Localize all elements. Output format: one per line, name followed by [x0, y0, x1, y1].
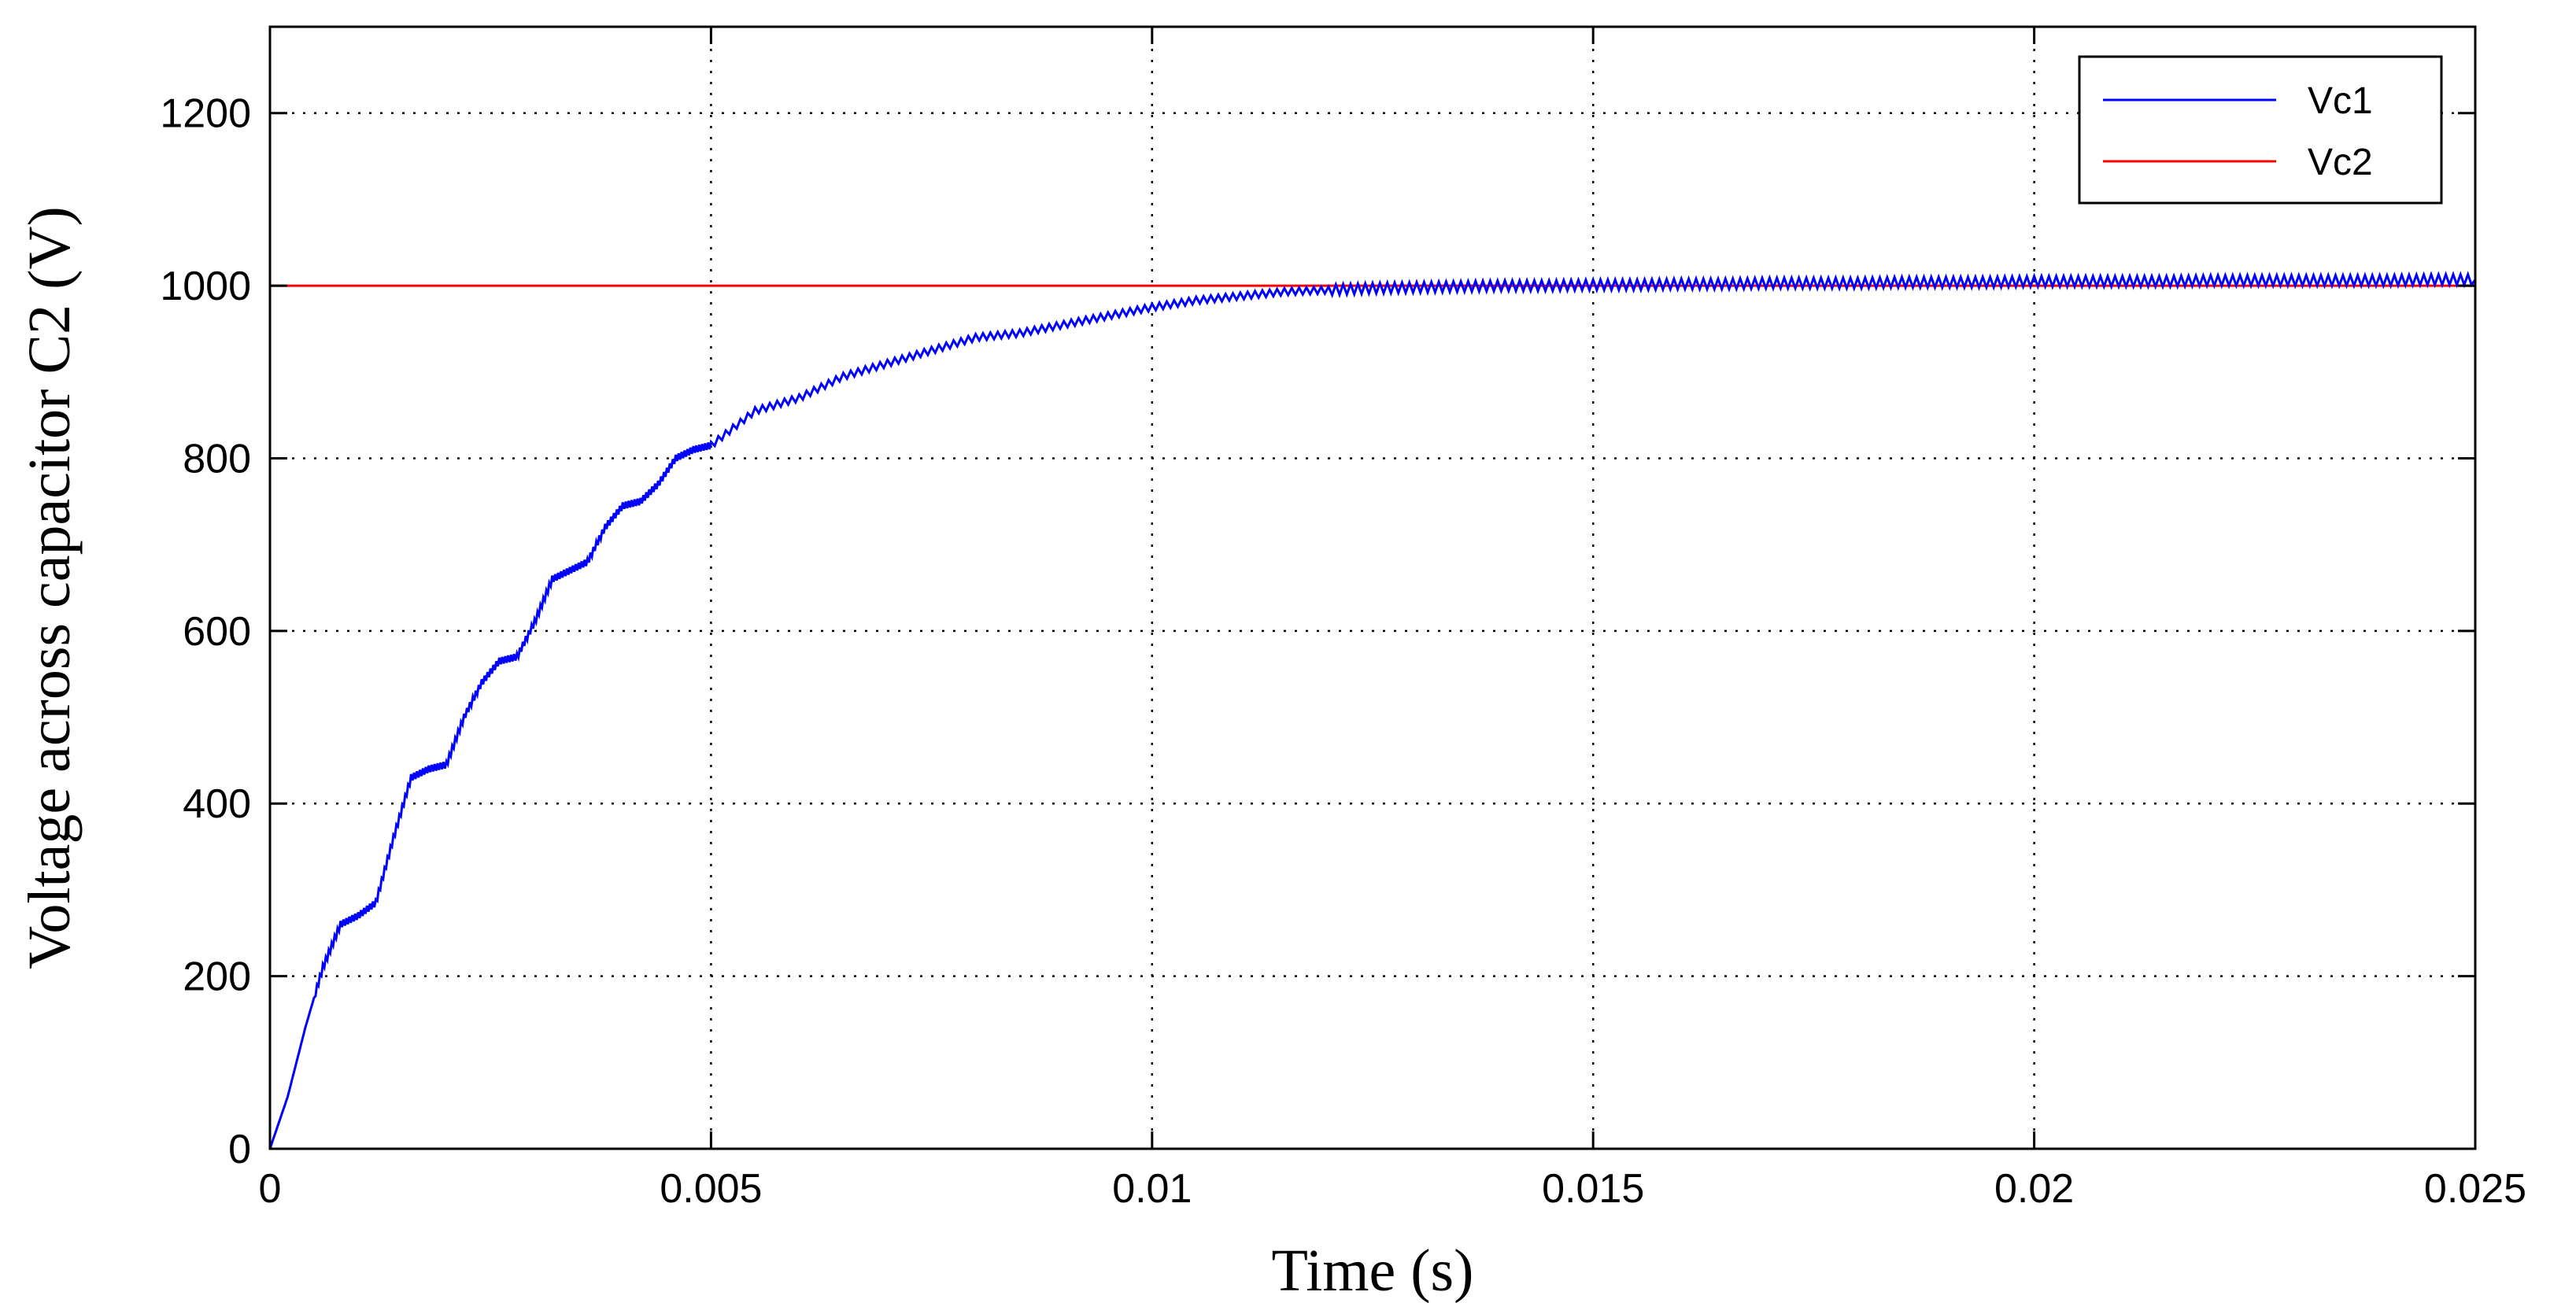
y-tick-labels: 0 200 400 600 800 1000 1200 [160, 91, 251, 1172]
legend-label-vc1: Vc1 [2308, 80, 2373, 122]
y-tick-label: 800 [183, 436, 251, 482]
y-tick-label: 0 [228, 1127, 251, 1172]
y-tick-label: 400 [183, 781, 251, 827]
series-layer [268, 271, 2477, 1150]
y-axis-label: Voltage across capacitor C2 (V) [17, 206, 83, 969]
y-tick-label: 200 [183, 954, 251, 1000]
y-tick-label: 1000 [160, 264, 251, 309]
series-line-vc1 [268, 271, 2477, 1150]
legend-box [2078, 55, 2443, 205]
y-tick-label: 600 [183, 609, 251, 655]
tick-layer [268, 27, 2477, 1150]
x-tick-labels: 0 0.005 0.01 0.015 0.02 0.025 [259, 1166, 2527, 1212]
x-tick-label: 0.02 [1994, 1166, 2074, 1212]
x-axis-label: Time (s) [1272, 1238, 1474, 1304]
x-tick-label: 0 [259, 1166, 282, 1212]
legend-label-vc2: Vc2 [2308, 142, 2373, 183]
legend: Vc1 Vc2 [2078, 55, 2443, 205]
x-tick-label: 0.025 [2424, 1166, 2526, 1212]
x-tick-label: 0.005 [660, 1166, 762, 1212]
x-tick-label: 0.01 [1112, 1166, 1192, 1212]
y-tick-label: 1200 [160, 91, 251, 137]
plot-frame [268, 25, 2477, 1150]
x-tick-label: 0.015 [1542, 1166, 1644, 1212]
